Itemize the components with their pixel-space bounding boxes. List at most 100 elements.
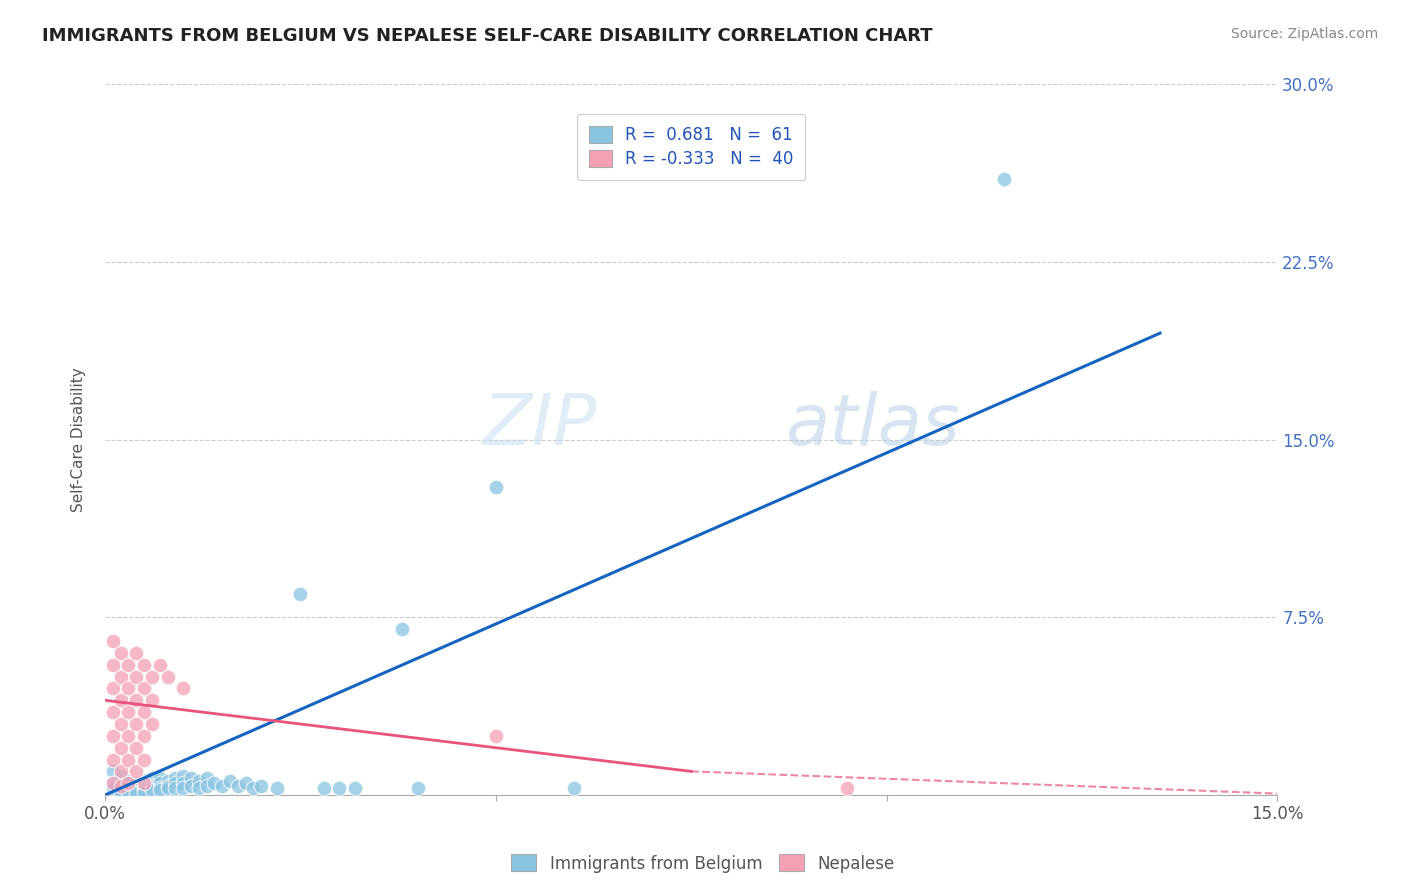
Point	[110, 670, 132, 684]
Point	[485, 480, 508, 494]
Point	[117, 773, 139, 788]
Point	[101, 752, 124, 766]
Point	[172, 769, 194, 783]
Point	[149, 780, 172, 795]
Point	[110, 783, 132, 797]
Point	[101, 657, 124, 672]
Point	[141, 779, 163, 793]
Point	[156, 780, 179, 795]
Point	[141, 717, 163, 731]
Point	[149, 783, 172, 797]
Point	[202, 776, 225, 790]
Point	[132, 783, 155, 797]
Point	[125, 776, 148, 790]
Point	[117, 729, 139, 743]
Point	[125, 740, 148, 755]
Point	[149, 657, 172, 672]
Point	[132, 786, 155, 800]
Point	[165, 772, 187, 786]
Text: atlas: atlas	[785, 391, 959, 460]
Point	[110, 717, 132, 731]
Point	[125, 780, 148, 795]
Point	[125, 670, 148, 684]
Point	[101, 681, 124, 696]
Point	[141, 693, 163, 707]
Point	[110, 740, 132, 755]
Point	[117, 786, 139, 800]
Point	[117, 681, 139, 696]
Point	[312, 780, 335, 795]
Point	[141, 772, 163, 786]
Point	[180, 772, 202, 786]
Point	[132, 776, 155, 790]
Point	[125, 786, 148, 800]
Text: IMMIGRANTS FROM BELGIUM VS NEPALESE SELF-CARE DISABILITY CORRELATION CHART: IMMIGRANTS FROM BELGIUM VS NEPALESE SELF…	[42, 27, 932, 45]
Point	[110, 764, 132, 779]
Point	[141, 670, 163, 684]
Point	[562, 780, 585, 795]
Point	[132, 657, 155, 672]
Point	[101, 705, 124, 719]
Point	[117, 776, 139, 790]
Point	[110, 786, 132, 800]
Point	[165, 780, 187, 795]
Point	[266, 780, 288, 795]
Point	[101, 776, 124, 790]
Point	[172, 681, 194, 696]
Point	[132, 773, 155, 788]
Point	[406, 780, 429, 795]
Point	[993, 172, 1015, 186]
Point	[101, 764, 124, 779]
Point	[117, 657, 139, 672]
Point	[211, 779, 233, 793]
Point	[235, 776, 257, 790]
Point	[180, 779, 202, 793]
Point	[344, 780, 367, 795]
Point	[117, 783, 139, 797]
Point	[242, 780, 264, 795]
Point	[125, 764, 148, 779]
Point	[156, 773, 179, 788]
Point	[125, 693, 148, 707]
Point	[156, 670, 179, 684]
Point	[117, 752, 139, 766]
Point	[195, 779, 218, 793]
Point	[132, 752, 155, 766]
Point	[172, 780, 194, 795]
Legend: Immigrants from Belgium, Nepalese: Immigrants from Belgium, Nepalese	[505, 847, 901, 880]
Point	[290, 587, 312, 601]
Point	[110, 779, 132, 793]
Point	[132, 705, 155, 719]
Text: Source: ZipAtlas.com: Source: ZipAtlas.com	[1230, 27, 1378, 41]
Legend: R =  0.681   N =  61, R = -0.333   N =  40: R = 0.681 N = 61, R = -0.333 N = 40	[576, 114, 806, 179]
Point	[172, 776, 194, 790]
Point	[125, 646, 148, 660]
Point	[141, 783, 163, 797]
Point	[132, 779, 155, 793]
Point	[110, 769, 132, 783]
Point	[837, 780, 859, 795]
Point	[165, 776, 187, 790]
Point	[187, 780, 209, 795]
Point	[132, 729, 155, 743]
Point	[101, 634, 124, 648]
Point	[117, 780, 139, 795]
Point	[110, 693, 132, 707]
Text: ZIP: ZIP	[484, 391, 598, 460]
Point	[101, 729, 124, 743]
Point	[117, 705, 139, 719]
Point	[110, 779, 132, 793]
Y-axis label: Self-Care Disability: Self-Care Disability	[72, 368, 86, 512]
Point	[250, 779, 273, 793]
Point	[101, 780, 124, 795]
Point	[485, 729, 508, 743]
Point	[141, 780, 163, 795]
Point	[149, 776, 172, 790]
Point	[328, 780, 350, 795]
Point	[125, 783, 148, 797]
Point	[132, 681, 155, 696]
Point	[101, 776, 124, 790]
Point	[187, 773, 209, 788]
Point	[219, 773, 242, 788]
Point	[125, 717, 148, 731]
